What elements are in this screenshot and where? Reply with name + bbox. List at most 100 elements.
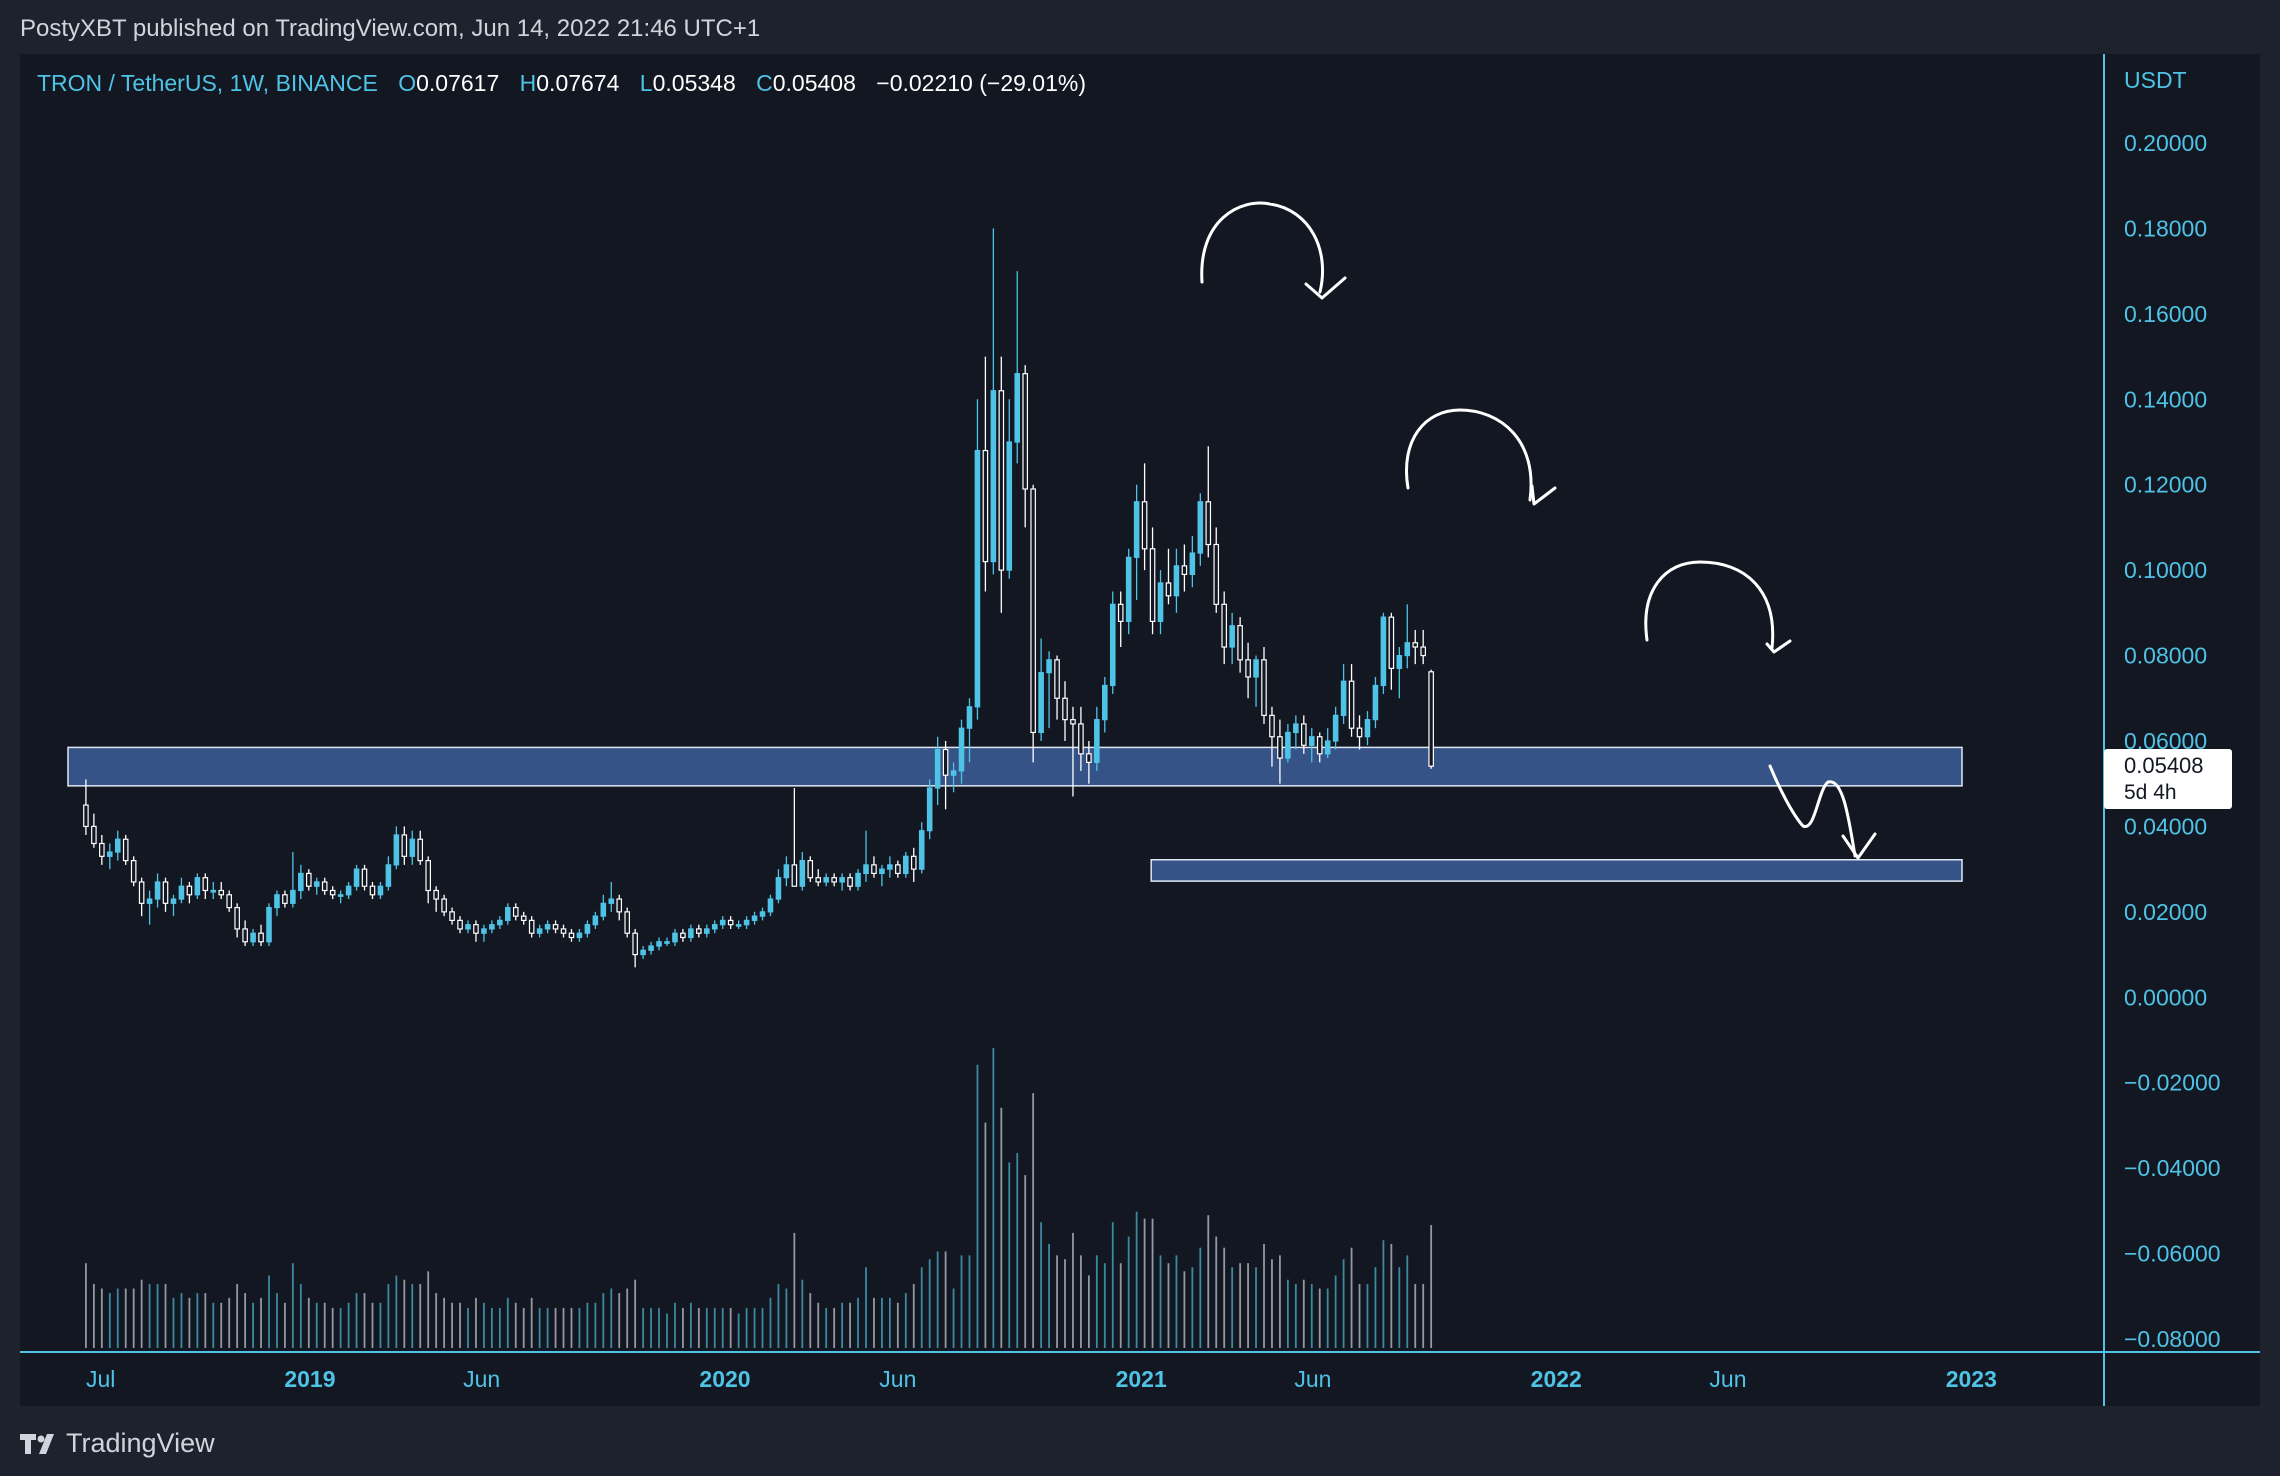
close-value: 0.05408: [772, 70, 856, 96]
volume-bar: [1350, 1247, 1353, 1348]
volume-bar: [323, 1302, 326, 1348]
top-arc-3: [1644, 560, 1775, 650]
brand-name[interactable]: TradingView: [66, 1428, 215, 1458]
candle-body: [393, 834, 400, 866]
support-zone-2: [1150, 858, 1963, 882]
volume-bar: [538, 1307, 541, 1348]
candle-body: [1324, 740, 1331, 755]
candle-body: [1157, 582, 1164, 623]
volume-bar: [904, 1293, 907, 1348]
symbol-title[interactable]: TRON / TetherUS, 1W, BINANCE: [37, 70, 378, 96]
volume-bar: [1000, 1107, 1003, 1348]
candle-body: [1062, 697, 1068, 721]
volume-bar: [204, 1293, 207, 1348]
volume-bar: [602, 1293, 605, 1348]
volume-bar: [1247, 1263, 1249, 1348]
candle-body: [130, 859, 137, 883]
volume-bar: [554, 1307, 557, 1348]
candle-body: [481, 928, 487, 934]
candle-body: [990, 390, 997, 563]
volume-bar: [682, 1307, 684, 1348]
volume-bar: [124, 1288, 127, 1348]
candle-body: [313, 881, 320, 887]
candle-body: [863, 864, 869, 875]
volume-bar: [1398, 1267, 1401, 1348]
tradingview-logo-icon[interactable]: [20, 1432, 60, 1456]
x-tick-label: 2021: [1116, 1366, 1167, 1392]
candle-body: [1094, 719, 1100, 763]
volume-bar: [164, 1284, 167, 1348]
candle-body: [799, 859, 806, 887]
volume-bar: [180, 1293, 183, 1348]
volume-bar: [1127, 1236, 1130, 1348]
volume-bar: [1342, 1259, 1345, 1348]
candle-body: [162, 881, 169, 904]
candle-body: [520, 915, 527, 922]
candle-body: [1293, 723, 1299, 734]
candle-body: [242, 928, 248, 943]
volume-bar: [483, 1302, 485, 1348]
candle-body: [783, 864, 790, 879]
volume-bar: [896, 1302, 899, 1348]
candle-body: [974, 449, 981, 708]
candle-body: [512, 906, 519, 917]
volume-bar: [1430, 1225, 1433, 1348]
volume-bar: [1151, 1218, 1154, 1348]
volume-bar: [817, 1302, 820, 1348]
volume-bar: [594, 1302, 597, 1348]
candle-body: [258, 932, 264, 943]
candle-body: [1086, 753, 1092, 763]
volume-bar: [1263, 1243, 1265, 1348]
zones-layer: [67, 746, 1963, 882]
volume-bar: [1135, 1211, 1138, 1348]
volume-bar: [514, 1302, 517, 1348]
candle-body: [290, 889, 296, 904]
y-tick-label: 0.00000: [2124, 984, 2207, 1010]
volume-bar: [658, 1307, 660, 1348]
volume-bar: [809, 1293, 812, 1348]
candle-body: [704, 928, 710, 934]
candle-body: [266, 906, 272, 943]
candle-body: [1396, 654, 1403, 669]
candle-body: [926, 787, 933, 832]
volume-bar: [1382, 1240, 1385, 1348]
volume-bar: [713, 1307, 716, 1348]
volume-bar: [1294, 1284, 1297, 1348]
candle-body: [918, 830, 925, 870]
candle-body: [250, 932, 256, 943]
volume-bar: [1024, 1175, 1027, 1348]
candle-body: [1261, 659, 1267, 716]
last-price-value: 0.05408: [2124, 753, 2204, 778]
volume-bar: [100, 1288, 103, 1348]
volume-bar: [1008, 1162, 1011, 1348]
volume-bar: [1167, 1263, 1170, 1348]
candle-body: [1109, 603, 1116, 687]
candle-body: [441, 898, 447, 913]
chart-panel[interactable]: [20, 54, 2260, 1406]
candle-body: [178, 885, 185, 900]
volume-bar: [299, 1284, 302, 1348]
volume-bar: [427, 1271, 430, 1348]
candle-body: [751, 915, 758, 922]
axes-layer: USDT 0.20000 0.18000 0.16000 0.14000 0.12000…: [20, 54, 2260, 1406]
candle-body: [1181, 565, 1188, 576]
candle-body: [743, 919, 750, 926]
candle-body: [417, 838, 424, 862]
y-tick-label: −0.08000: [2124, 1326, 2221, 1352]
candle-body: [815, 877, 822, 883]
volume-bar: [1271, 1259, 1273, 1348]
candle-body: [186, 885, 193, 896]
volume-bar: [85, 1263, 87, 1348]
volume-bar: [1422, 1284, 1425, 1348]
volume-bar: [1095, 1255, 1098, 1348]
open-value: 0.07617: [416, 70, 500, 96]
volume-bar: [156, 1284, 159, 1348]
volume-bar: [1358, 1284, 1361, 1348]
candle-body: [1189, 552, 1196, 576]
candle-body: [791, 864, 798, 887]
candle-body: [1102, 684, 1108, 721]
volume-bar: [490, 1307, 493, 1348]
candle-body: [1269, 714, 1275, 738]
volume-bar: [881, 1297, 883, 1348]
